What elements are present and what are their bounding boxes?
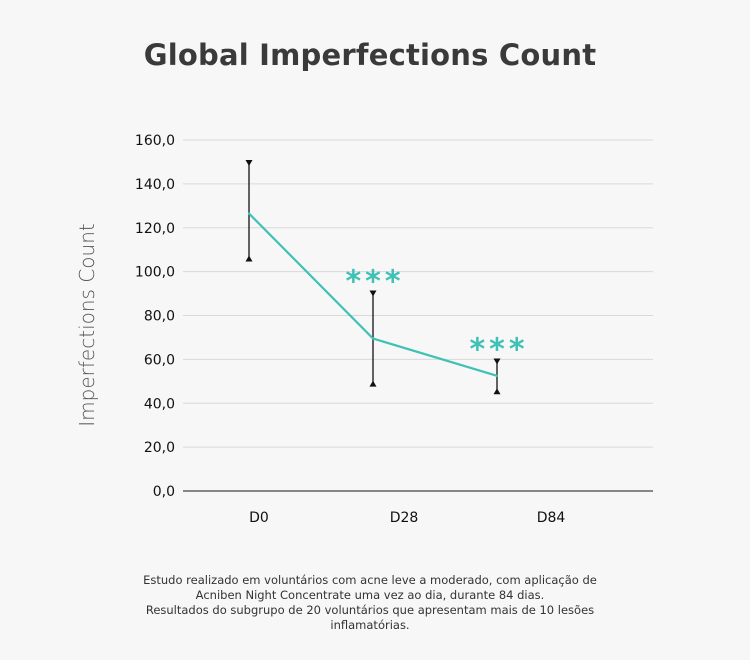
y-tick-label: 100,0 [135, 265, 175, 281]
data-point [495, 374, 499, 378]
x-tick-label: D0 [249, 510, 269, 526]
y-axis-label: Imperfections Count [75, 223, 99, 426]
y-tick-label: 140,0 [135, 177, 175, 193]
y-tick-label: 20,0 [144, 440, 175, 456]
data-point [371, 337, 375, 340]
x-tick-labels: D0 D28 D84 [249, 510, 565, 526]
data-point [247, 212, 251, 215]
series-group: *** *** [245, 159, 528, 395]
error-bar-cap-top [245, 159, 253, 166]
y-tick-label: 160,0 [135, 133, 175, 149]
y-tick-label: 0,0 [153, 484, 175, 500]
footnote: Estudo realizado em voluntários com acne… [120, 573, 620, 633]
error-bar-cap-bottom [369, 380, 377, 387]
significance-marker: *** [345, 264, 404, 299]
footnote-line: Estudo realizado em voluntários com acne… [143, 573, 597, 587]
line-chart: 0,020,040,060,080,0100,0120,0140,0160,0 … [75, 133, 653, 526]
error-bar-cap-bottom [245, 255, 253, 262]
x-tick-label: D84 [537, 510, 566, 526]
gridlines [183, 139, 653, 492]
y-tick-label: 120,0 [135, 221, 175, 237]
x-tick-label: D28 [390, 510, 419, 526]
error-bar-cap-top [493, 358, 501, 365]
y-tick-labels: 0,0 20,0 40,0 60,0 80,0 100,0 120,0 140,0 160,0 [135, 133, 175, 500]
error-bar-cap-bottom [493, 388, 501, 395]
footnote-line: Acniben Night Concentrate uma vez ao dia… [195, 588, 545, 602]
footnote-line: Resultados do subgrupo de 20 voluntários… [145, 603, 595, 617]
error-bar-cap-top [369, 290, 377, 297]
chart-title: Global Imperfections Count [143, 38, 597, 72]
footnote-line: inflamatórias. [330, 618, 410, 632]
y-tick-label: 80,0 [144, 309, 175, 325]
y-tick-label: 60,0 [144, 352, 175, 368]
y-tick-label: 40,0 [144, 396, 175, 412]
significance-marker: *** [469, 332, 528, 367]
